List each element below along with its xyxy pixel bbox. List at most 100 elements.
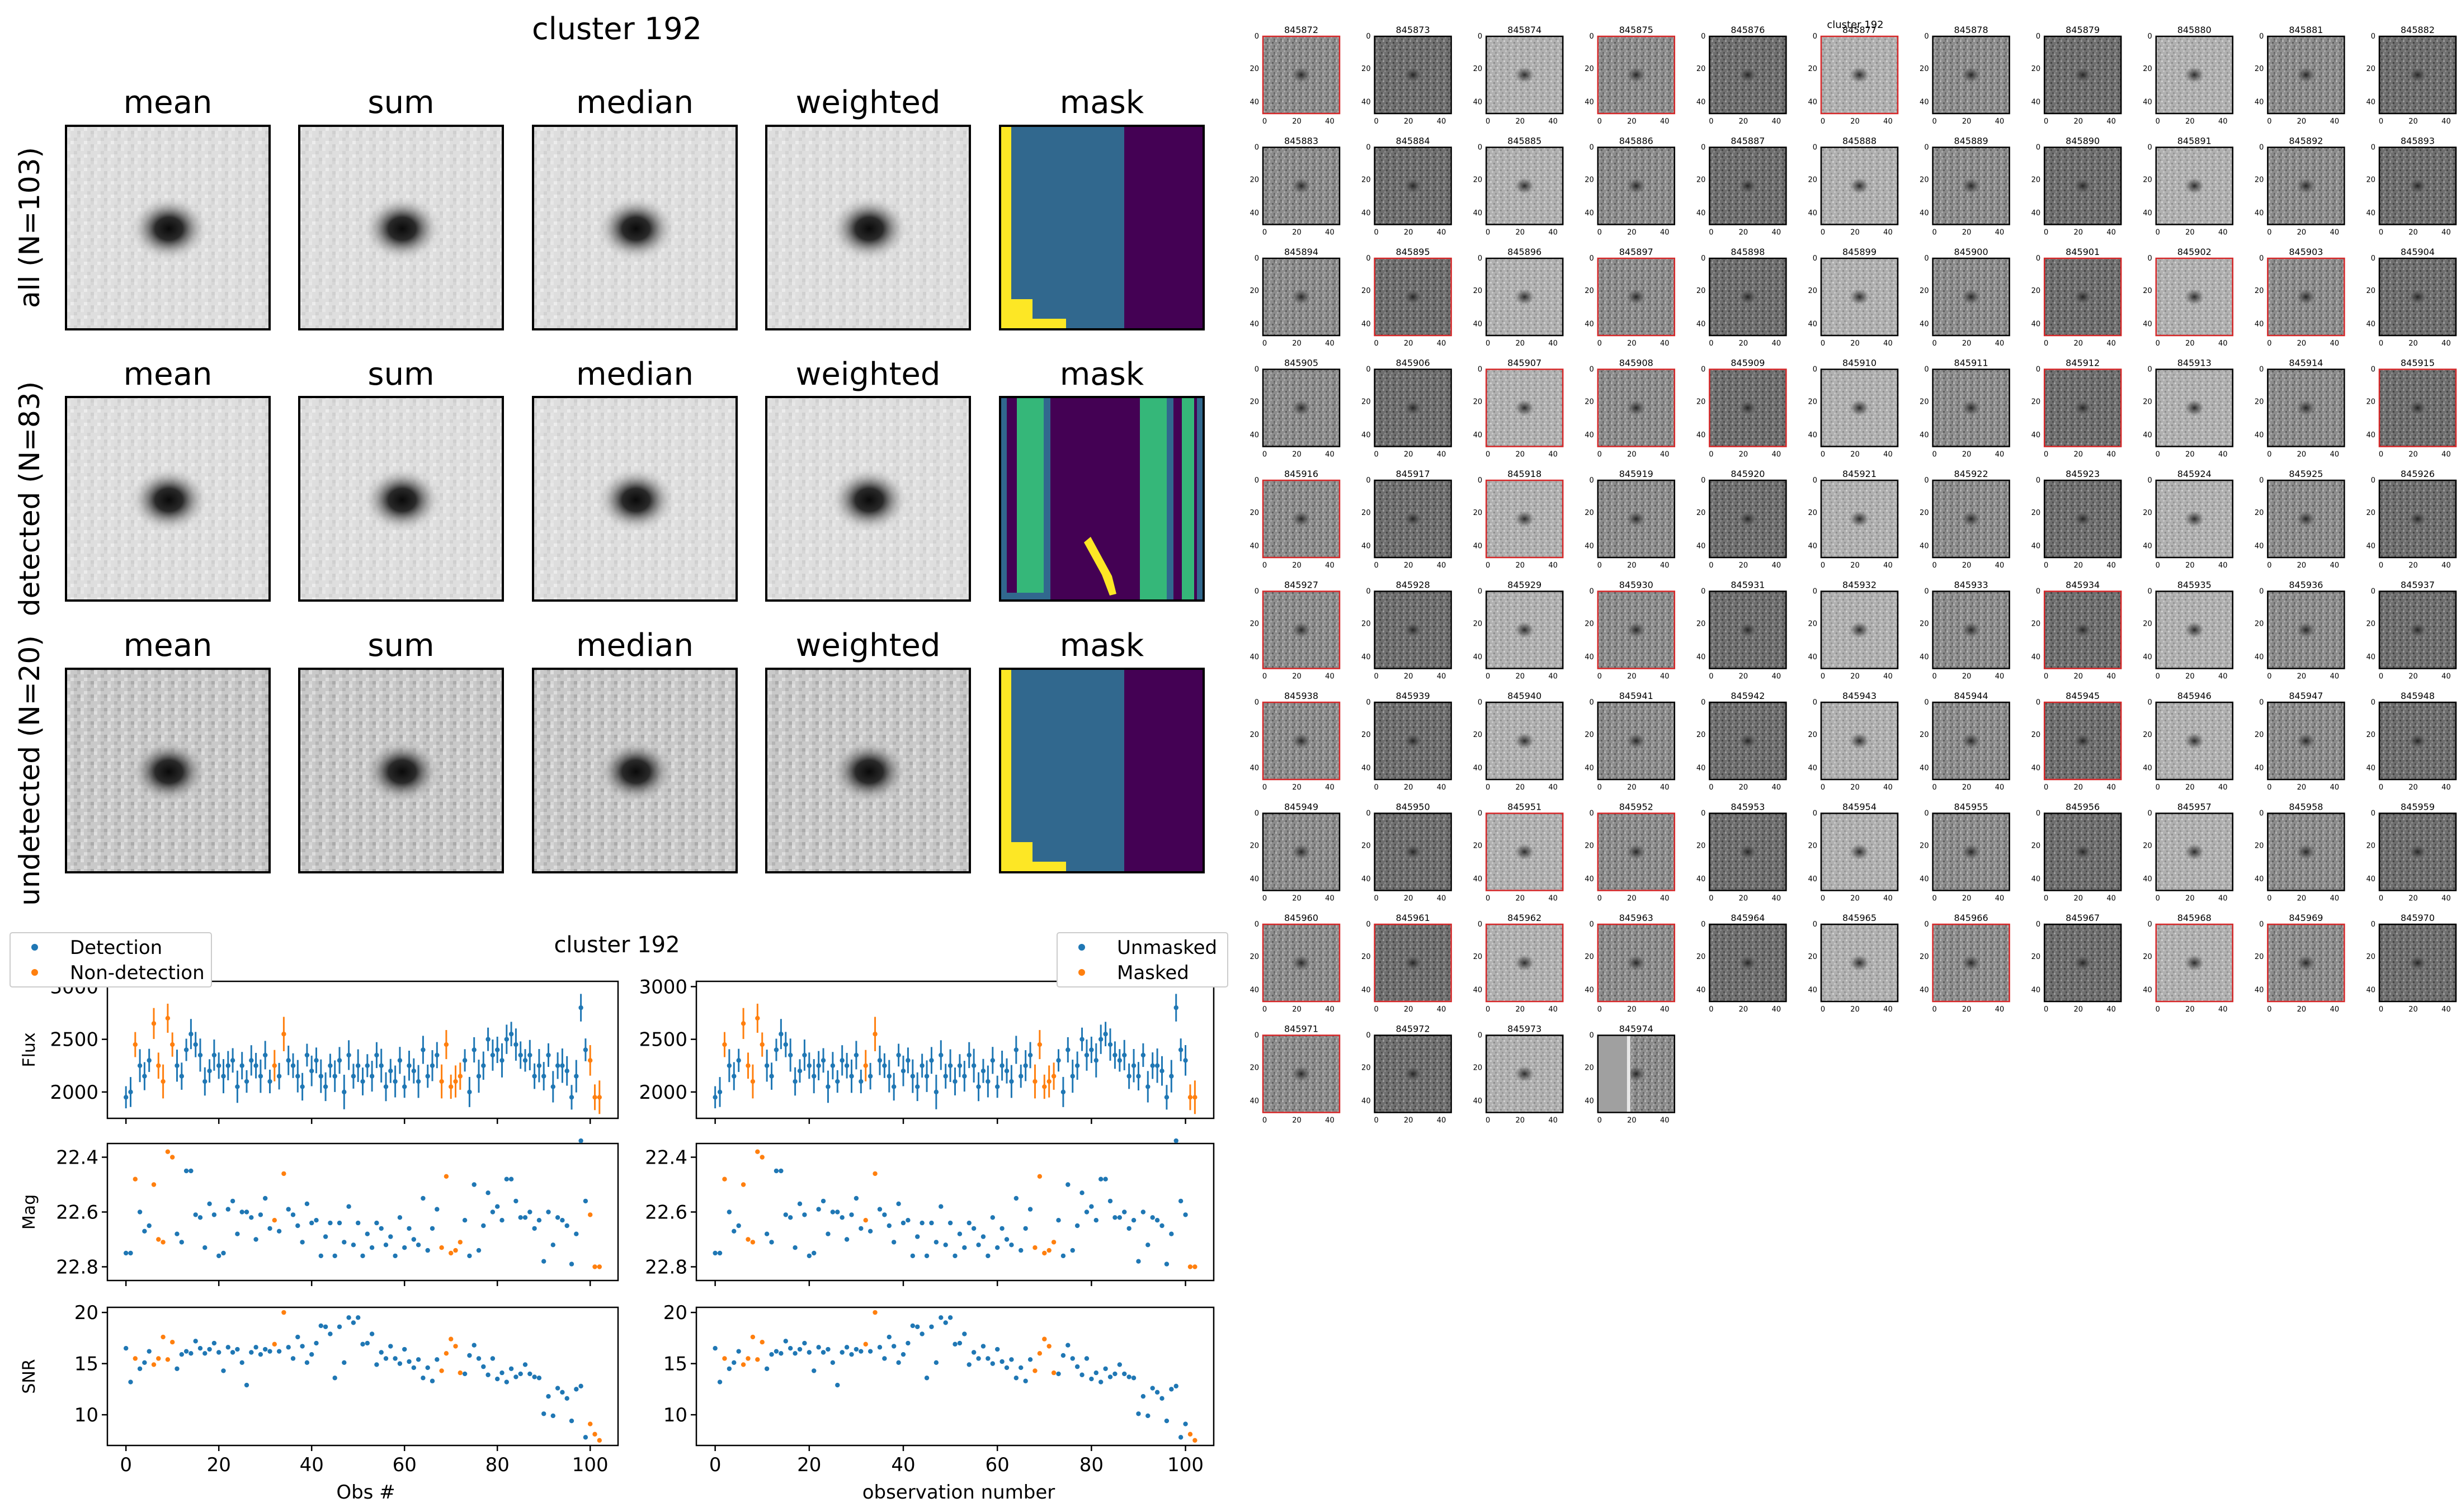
cutout-xtick: 40 — [1995, 561, 2005, 570]
source-blob — [1514, 177, 1535, 195]
point-detection — [183, 1168, 189, 1174]
point-detection — [854, 1346, 859, 1352]
point-detection — [128, 1250, 133, 1256]
cutout-ytick: 40 — [1585, 98, 1594, 106]
cutout-ytick: 40 — [2143, 98, 2152, 106]
point-detection — [769, 1074, 774, 1079]
cutout-xtick: 40 — [1437, 895, 1446, 903]
point-detection — [522, 1058, 528, 1063]
cutout-id: 845916 — [1284, 469, 1318, 479]
cutout-ytick: 40 — [1808, 98, 1817, 106]
point-detection — [1145, 1084, 1151, 1089]
point-detection — [1131, 1218, 1137, 1223]
cutout-ytick: 40 — [1920, 209, 1929, 218]
cutout-ytick: 0 — [2036, 32, 2040, 41]
cutout-xtick: 40 — [1548, 229, 1558, 237]
point-detection — [727, 1209, 732, 1215]
cutout-id: 845953 — [1731, 802, 1765, 812]
point-detection — [1154, 1390, 1160, 1395]
cutout-xtick: 20 — [2073, 1005, 2083, 1014]
point-detection — [1093, 1218, 1099, 1223]
cutout-ytick: 20 — [1585, 287, 1594, 295]
point-detection — [1056, 1371, 1061, 1377]
cutout-xtick: 0 — [2044, 117, 2048, 126]
point-detection — [816, 1207, 821, 1212]
cutout-xtick: 0 — [1597, 783, 1602, 792]
cutout-ytick: 40 — [1696, 431, 1706, 440]
cutout-xtick: 20 — [1850, 339, 1860, 348]
cutout-ytick: 0 — [2036, 698, 2040, 707]
point-detection — [1154, 1218, 1160, 1223]
cutout-id: 845874 — [1507, 25, 1541, 35]
cutout-frame — [1374, 35, 1452, 115]
cutout-ytick: 20 — [1585, 65, 1594, 73]
cutout-xtick: 0 — [1709, 673, 1713, 681]
cutout-frame — [1709, 35, 1787, 115]
point-nondetection — [439, 1079, 444, 1084]
left-legend-box — [10, 932, 212, 987]
cutout-xtick: 40 — [1883, 895, 1893, 903]
right-legend: Unmasked Masked — [1057, 932, 1228, 987]
point-detection — [202, 1079, 208, 1084]
source-blob — [1737, 621, 1758, 639]
cutout-frame — [2378, 147, 2457, 225]
cutout-ytick: 40 — [2366, 98, 2375, 106]
source-blob — [2184, 289, 2205, 305]
point-detection — [980, 1068, 986, 1074]
cutout-ytick: 40 — [2031, 431, 2041, 440]
cutout-ytick: 40 — [1361, 764, 1371, 772]
cutout-id: 845891 — [2177, 136, 2212, 147]
point-detection — [816, 1063, 821, 1068]
point-detection — [490, 1209, 496, 1215]
cutout-id: 845908 — [1619, 358, 1653, 368]
cutout-frame — [1597, 257, 1676, 337]
cutout-xtick: 40 — [1995, 1005, 2005, 1014]
cutout-xtick: 0 — [1262, 451, 1267, 459]
cutout-xtick: 20 — [2408, 1005, 2418, 1014]
cutout-xtick: 20 — [2408, 339, 2418, 348]
cutout-frame — [2267, 368, 2345, 447]
point-detection — [253, 1063, 258, 1068]
cutout-id: 845876 — [1731, 25, 1765, 35]
cutout-xtick: 0 — [1262, 561, 1267, 570]
stack-row-label: all (N=103) — [13, 147, 46, 308]
cutout-frame — [2155, 35, 2234, 115]
cutout-ytick: 20 — [1696, 176, 1706, 184]
point-detection — [943, 1074, 948, 1079]
cutout-ytick: 40 — [1473, 875, 1483, 883]
cutout-ytick: 0 — [1924, 810, 1929, 818]
cutout-ytick: 20 — [1920, 953, 1929, 961]
point-detection — [877, 1058, 883, 1063]
point-detection — [939, 1052, 944, 1058]
point-detection — [416, 1242, 421, 1248]
stacks-panel: all (N=103)mean sum median weighted maskdete… — [13, 84, 1205, 906]
point-detection — [1183, 1058, 1188, 1063]
point-detection — [891, 1344, 897, 1349]
point-detection — [365, 1231, 370, 1236]
point-nondetection — [760, 1340, 765, 1345]
point-detection — [379, 1063, 384, 1068]
stack-col-label-sum: sum — [367, 84, 434, 121]
source-blob — [1961, 843, 1982, 861]
source-blob — [1291, 955, 1312, 971]
point-nondetection — [1033, 1079, 1038, 1084]
cutout-ytick: 20 — [2031, 176, 2041, 184]
point-detection — [263, 1196, 268, 1201]
point-detection — [1154, 1063, 1160, 1068]
point-detection — [211, 1212, 217, 1217]
cutout-xtick: 40 — [1772, 783, 1781, 792]
point-detection — [1089, 1376, 1094, 1382]
cutout-xtick: 40 — [1995, 673, 2005, 681]
point-nondetection — [165, 1357, 171, 1362]
point-detection — [1093, 1370, 1099, 1376]
source-blob — [1403, 399, 1423, 417]
cutout-id: 845943 — [1842, 691, 1877, 701]
point-detection — [216, 1253, 221, 1259]
point-nondetection — [1051, 1370, 1057, 1376]
cutout-ytick: 40 — [2366, 320, 2375, 328]
point-detection — [197, 1345, 203, 1351]
point-detection — [859, 1349, 864, 1354]
cutout-ytick: 0 — [2259, 810, 2264, 818]
point-detection — [947, 1315, 953, 1320]
cutout-xtick: 0 — [2156, 339, 2160, 348]
